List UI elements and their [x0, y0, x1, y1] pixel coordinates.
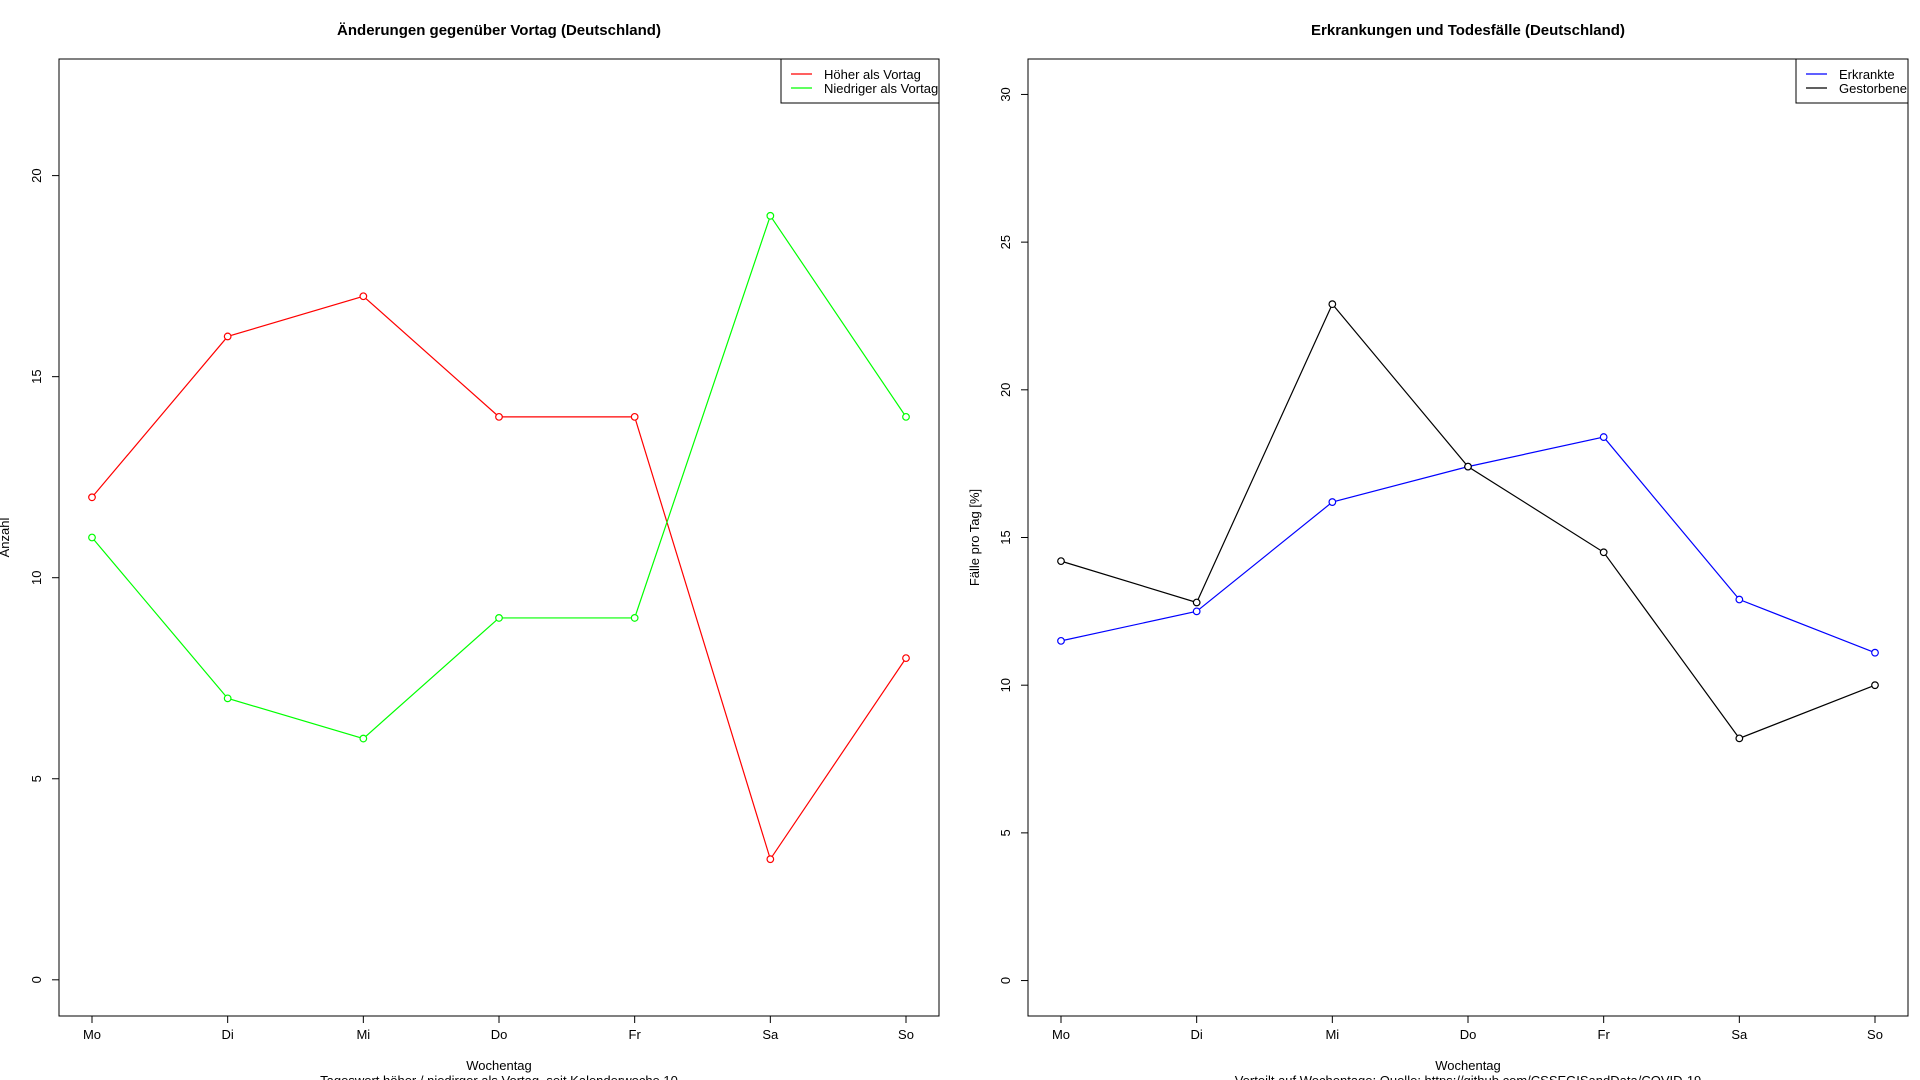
y-axis-label: Fälle pro Tag [%]: [967, 489, 982, 586]
x-tick-label: Mo: [83, 1027, 101, 1042]
data-point: [1057, 557, 1065, 566]
data-point: [1871, 681, 1879, 690]
data-point: [630, 614, 639, 622]
y-tick-label: 10: [998, 678, 1013, 692]
y-tick-label: 20: [998, 383, 1013, 397]
legend-box: [1795, 58, 1909, 104]
data-point: [1057, 636, 1065, 645]
legend-box: [780, 58, 940, 104]
data-point: [88, 533, 96, 542]
data-point: [495, 412, 503, 421]
chart-title: Erkrankungen und Todesfälle (Deutschland…: [1311, 22, 1625, 39]
y-tick-label: 25: [998, 235, 1013, 249]
series-line: [91, 214, 907, 740]
y-tick-label: 20: [29, 168, 44, 182]
chart-cases-and-deaths: Erkrankungen und Todesfälle (Deutschland…: [967, 22, 1909, 1080]
x-tick-label: Mo: [1052, 1027, 1070, 1042]
chart-subtitle: Verteilt auf Wochentage; Quelle: https:/…: [1235, 1073, 1702, 1080]
data-point: [1735, 595, 1744, 604]
data-point: [1328, 498, 1337, 506]
y-tick-label: 0: [29, 976, 44, 983]
data-point: [495, 614, 503, 622]
data-point: [223, 694, 232, 703]
x-tick-label: Do: [491, 1027, 508, 1042]
y-tick-label: 5: [29, 775, 44, 782]
x-tick-label: Sa: [1731, 1027, 1748, 1042]
data-point: [1192, 607, 1201, 616]
data-point: [1599, 548, 1608, 557]
chart-subtitle: Tageswert höher / niedirger als Vortag, …: [320, 1073, 678, 1080]
legend-label: Niedriger als Vortag: [824, 81, 938, 96]
legend-label: Höher als Vortag: [824, 67, 921, 82]
data-point: [1192, 598, 1201, 607]
x-tick-label: Mi: [1325, 1027, 1339, 1042]
x-tick-label: Fr: [629, 1027, 642, 1042]
plot-frame: [1027, 58, 1909, 1017]
x-tick-label: So: [1867, 1027, 1883, 1042]
y-tick-label: 5: [998, 829, 1013, 836]
data-point: [630, 412, 639, 421]
legend-label: Erkrankte: [1839, 67, 1895, 82]
x-tick-label: Sa: [762, 1027, 779, 1042]
series-line: [91, 295, 907, 861]
data-point: [902, 654, 910, 663]
y-tick-label: 10: [29, 570, 44, 584]
data-point: [359, 292, 368, 301]
legend-label: Gestorbene: [1839, 81, 1907, 96]
data-point: [1464, 462, 1472, 471]
y-axis-label: Anzahl: [0, 518, 12, 558]
data-point: [1871, 648, 1879, 657]
series-line: [1060, 303, 1876, 740]
y-tick-label: 30: [998, 87, 1013, 101]
data-point: [766, 855, 775, 864]
x-tick-label: Do: [1460, 1027, 1477, 1042]
x-tick-label: Fr: [1598, 1027, 1611, 1042]
chart-title: Änderungen gegenüber Vortag (Deutschland…: [337, 22, 661, 39]
y-tick-label: 15: [29, 369, 44, 383]
data-point: [223, 332, 232, 341]
data-point: [1735, 734, 1744, 743]
data-point: [1328, 300, 1337, 309]
x-tick-label: Mi: [356, 1027, 370, 1042]
data-point: [88, 493, 96, 502]
data-point: [766, 211, 775, 220]
x-tick-label: So: [898, 1027, 914, 1042]
y-tick-label: 0: [998, 977, 1013, 984]
x-tick-label: Di: [1191, 1027, 1203, 1042]
x-tick-label: Di: [222, 1027, 234, 1042]
data-point: [1599, 433, 1608, 441]
data-point: [359, 734, 368, 743]
chart-changes-vs-previous-day: Änderungen gegenüber Vortag (Deutschland…: [0, 22, 940, 1080]
data-point: [902, 412, 910, 421]
x-axis-label: Wochentag: [1435, 1058, 1501, 1073]
plot-frame: [58, 58, 940, 1017]
y-tick-label: 15: [998, 530, 1013, 544]
x-axis-label: Wochentag: [466, 1058, 532, 1073]
